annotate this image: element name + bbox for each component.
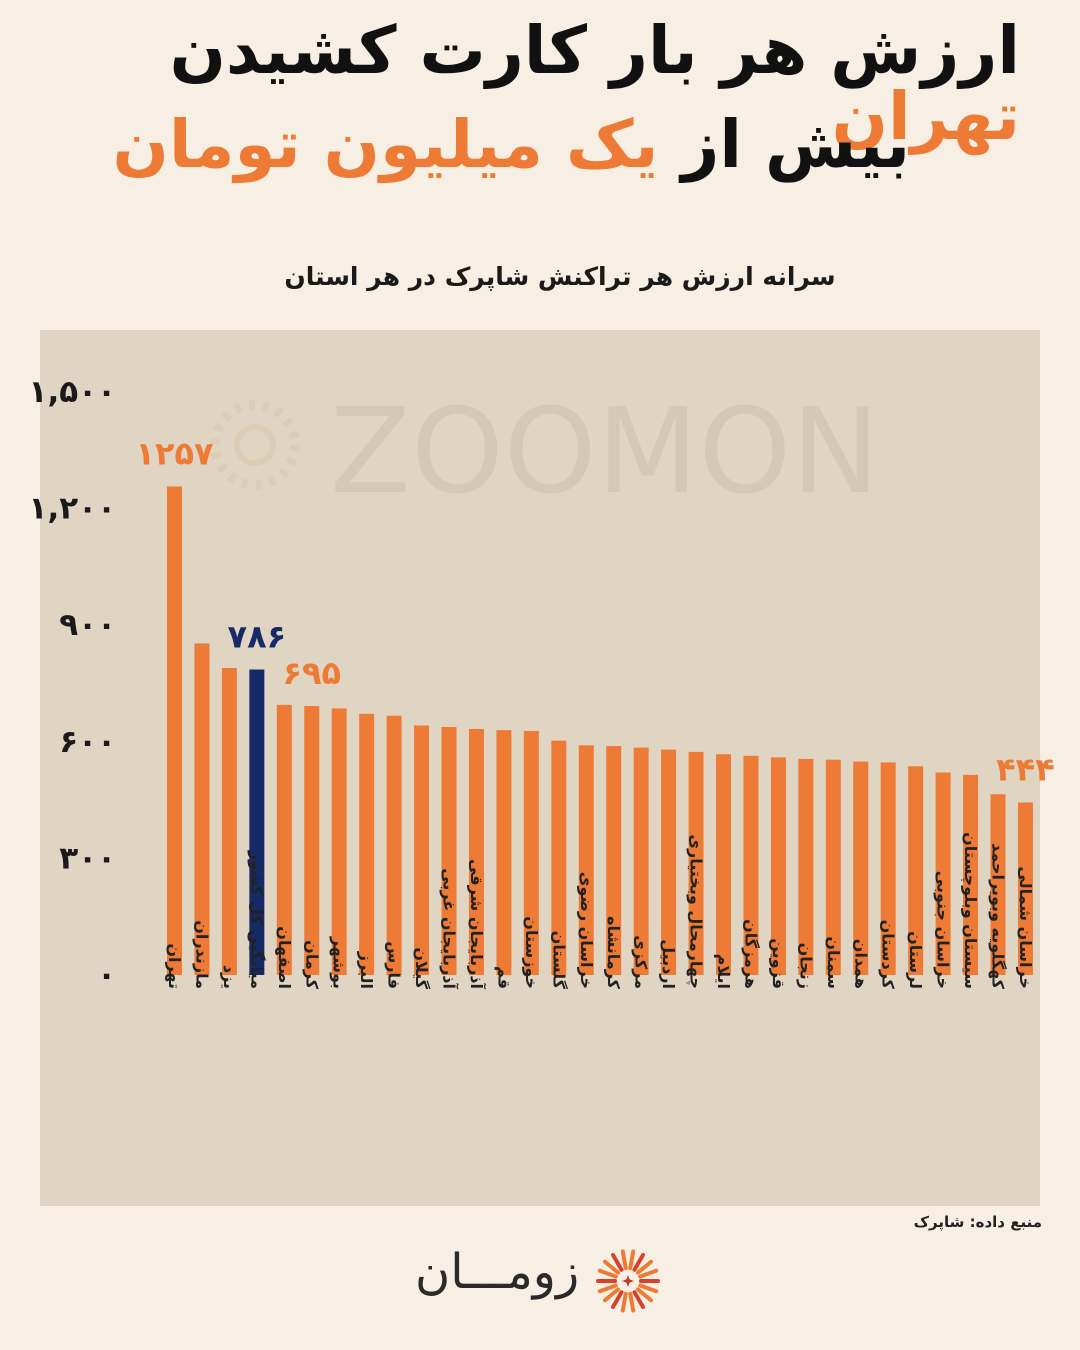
watermark-sunburst-icon [210, 400, 300, 490]
x-tick-label: آذربایجان شرقی [467, 859, 487, 990]
x-tick-label: میانگین کل کشور [247, 850, 266, 989]
y-tick-label: ۱,۲۰۰ [29, 491, 116, 527]
x-tick-label: سمنان [824, 936, 843, 989]
data-label: ۱۲۵۷ [135, 434, 214, 472]
bar [359, 713, 375, 975]
bar [276, 704, 292, 975]
bar [194, 643, 210, 975]
x-tick-label: فارس [385, 941, 404, 989]
bar [770, 757, 786, 975]
bar [331, 708, 347, 975]
x-tick-label: تهران [165, 943, 184, 989]
x-tick-label: بوشهر [330, 936, 349, 989]
x-tick-label: البرز [357, 951, 376, 989]
bar [743, 755, 759, 975]
y-tick-label: ۹۰۰ [59, 607, 116, 643]
data-label: ۷۸۶ [228, 618, 287, 656]
bar [661, 749, 677, 975]
bar [578, 745, 594, 975]
headline-line2-accent: یک میلیون تومان [112, 106, 659, 183]
x-tick-label: یزد [220, 965, 239, 989]
x-tick-label: قم [494, 966, 513, 989]
x-tick-label: گلستان [549, 931, 568, 990]
bar [880, 762, 896, 975]
brand-logo: زومـــان [415, 1240, 675, 1320]
y-tick-label: ۶۰۰ [59, 724, 116, 760]
bar [688, 751, 704, 975]
chart-title: سرانه ارزش هر تراکنش شاپرک در هر استان [284, 262, 836, 291]
bar [853, 761, 869, 975]
x-tick-label: کردستان [879, 920, 898, 990]
bar [798, 758, 814, 975]
bar [249, 669, 265, 975]
data-label: ۶۹۵ [282, 654, 341, 692]
x-tick-label: خراسان شمالی [1016, 866, 1035, 989]
y-tick-label: ۳۰۰ [59, 840, 116, 876]
logo-text: زومـــان [415, 1244, 580, 1300]
x-tick-label: هرمزگان [741, 919, 760, 989]
x-tick-label: کرمانشاه [604, 916, 623, 990]
x-tick-label: کهگلویه وبویراحمد [989, 843, 1008, 990]
x-tick-label: خوزستان [522, 916, 541, 989]
bar [386, 715, 402, 975]
x-tick-label: کرمان [302, 940, 321, 990]
x-tick-label: اردبیل [659, 939, 678, 989]
x-tick-label: مرکزی [632, 935, 651, 989]
headline-line1-accent: تهران [831, 78, 1020, 155]
x-tick-label: مازندران [192, 920, 211, 989]
bar [304, 706, 320, 975]
bar [935, 772, 951, 975]
x-tick-label: لرستان [906, 931, 925, 989]
watermark-text: ZOOMON [330, 382, 870, 510]
bar [441, 727, 457, 975]
y-tick-label: ۱,۵۰۰ [29, 374, 116, 410]
x-tick-label: زنجان [796, 943, 815, 989]
bar [496, 730, 512, 975]
bar [606, 746, 622, 975]
x-tick-label: آذربایجان غربی [440, 868, 460, 989]
source-note: منبع داده: شاپرک [913, 1213, 1042, 1231]
bar [468, 728, 484, 975]
headline-line-2: بیش از یک میلیون تومان [30, 112, 910, 178]
bar [1017, 802, 1033, 975]
x-tick-label: همدان [851, 939, 870, 989]
x-tick-label: قزوین [769, 938, 788, 989]
data-label: ۴۴۴ [996, 750, 1055, 788]
bar [414, 725, 430, 975]
x-tick-label: سیستان وبلوچستان [960, 832, 980, 989]
bar [963, 774, 979, 975]
x-tick-label: ایلام [714, 954, 733, 989]
sunburst-logo-icon [596, 1249, 660, 1313]
bar [990, 794, 1006, 975]
headline-line2-main: بیش از [681, 106, 910, 183]
bar [716, 754, 731, 975]
headline-line1-main: ارزش هر بار کارت کشیدن [169, 12, 1020, 89]
x-tick-label: اصفهان [275, 926, 294, 989]
bar [825, 759, 841, 975]
bar [908, 766, 924, 975]
headline-line-1: ارزش هر بار کارت کشیدن تهران [30, 18, 1020, 150]
bar [523, 730, 539, 975]
y-tick-label: ۰ [97, 957, 116, 993]
bar [167, 486, 182, 975]
bar [633, 747, 649, 975]
x-tick-label: گیلان [412, 947, 431, 989]
x-tick-label: خراسان جنوبی [934, 871, 953, 989]
watermark: ZOOMON [210, 382, 870, 510]
bar [551, 740, 567, 975]
x-tick-label: خراسان رضوی [577, 872, 596, 989]
x-tick-label: چهارمحال وبختیاری [686, 834, 706, 989]
bar [221, 667, 237, 975]
